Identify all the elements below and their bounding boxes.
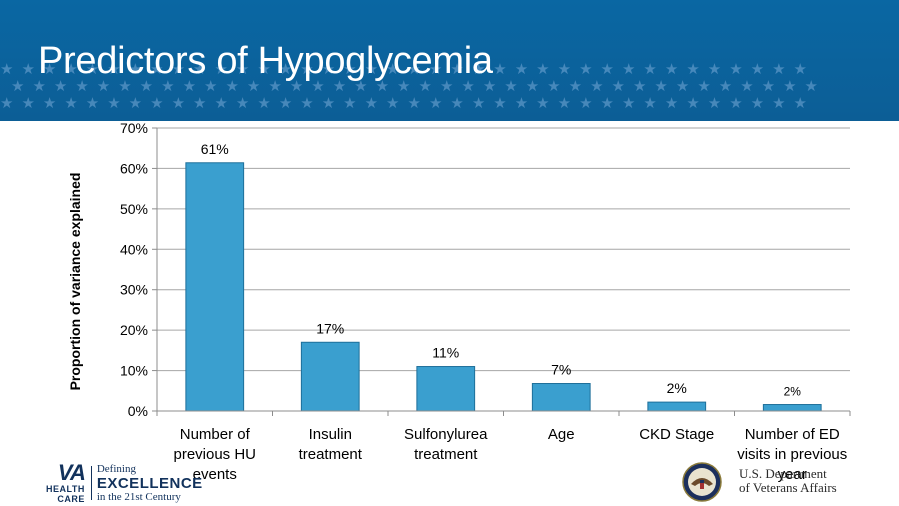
bars bbox=[185, 162, 822, 412]
department-line2: of Veterans Affairs bbox=[739, 480, 837, 495]
tagline-line3: in the 21st Century bbox=[96, 490, 181, 503]
tagline-line1: Defining bbox=[96, 462, 136, 475]
x-category-label: Age bbox=[548, 426, 575, 443]
y-tick-label: 30% bbox=[120, 282, 148, 298]
y-tick-label: 60% bbox=[120, 160, 148, 176]
y-axis-ticks: 0% 10% 20% 30% 40% 50% 60% 70% bbox=[120, 120, 157, 419]
data-label: 17% bbox=[316, 320, 344, 336]
data-label: 11% bbox=[432, 345, 459, 361]
bar bbox=[185, 162, 245, 412]
y-tick-label: 0% bbox=[128, 403, 148, 419]
y-tick-label: 40% bbox=[120, 241, 148, 257]
va-health-text: HEALTH bbox=[46, 484, 85, 494]
data-label: 7% bbox=[551, 362, 571, 378]
x-category-label: CKD Stage bbox=[639, 426, 714, 443]
x-category-label: Number of previous HU events bbox=[173, 426, 256, 483]
y-tick-label: 70% bbox=[120, 120, 148, 136]
y-tick-label: 10% bbox=[120, 363, 148, 379]
x-category-label: Number of ED visits in previous year bbox=[737, 426, 847, 483]
tagline: Defining EXCELLENCE in the 21st Century bbox=[96, 462, 203, 503]
bar bbox=[762, 404, 822, 412]
logo-divider bbox=[90, 466, 92, 500]
va-care-text: CARE bbox=[57, 494, 85, 504]
va-letters: VA bbox=[57, 460, 86, 485]
department-line1: U.S. Department bbox=[739, 466, 827, 481]
data-label: 2% bbox=[667, 380, 687, 396]
x-category-label: Sulfonylurea treatment bbox=[404, 426, 488, 463]
x-category-label: Insulin treatment bbox=[299, 426, 363, 463]
bar bbox=[300, 341, 360, 412]
y-axis-label: Proportion of variance explained bbox=[67, 173, 83, 391]
title-banner: ★★★★★★★★★★★★★★★★★★★★★★★★★★★★★★★★★★★★★★ ★… bbox=[0, 0, 899, 121]
tagline-line2: EXCELLENCE bbox=[96, 474, 203, 492]
va-mark: VA HEALTH CARE bbox=[46, 460, 86, 504]
y-tick-label: 20% bbox=[120, 322, 148, 338]
department-name: U.S. Department of Veterans Affairs bbox=[739, 467, 837, 495]
x-axis-categories: Number of previous HU events Insulin treatme… bbox=[156, 411, 851, 483]
va-seal-icon bbox=[682, 462, 722, 502]
bar bbox=[531, 383, 591, 412]
star-pattern: ★★★★★★★★★★★★★★★★★★★★★★★★★★★★★★★★★★★★★★ ★… bbox=[0, 60, 826, 112]
bar bbox=[647, 401, 707, 412]
data-label: 61% bbox=[201, 141, 229, 157]
data-labels: 61% 17% 11% 7% 2% 2% bbox=[201, 141, 802, 399]
y-tick-label: 50% bbox=[120, 201, 148, 217]
va-health-care-logo: VA HEALTH CARE Defining EXCELLENCE in th… bbox=[46, 460, 203, 504]
bar bbox=[416, 366, 476, 412]
gridlines bbox=[157, 127, 850, 372]
slide-title: Predictors of Hypoglycemia bbox=[38, 40, 493, 82]
data-label: 2% bbox=[784, 385, 802, 399]
